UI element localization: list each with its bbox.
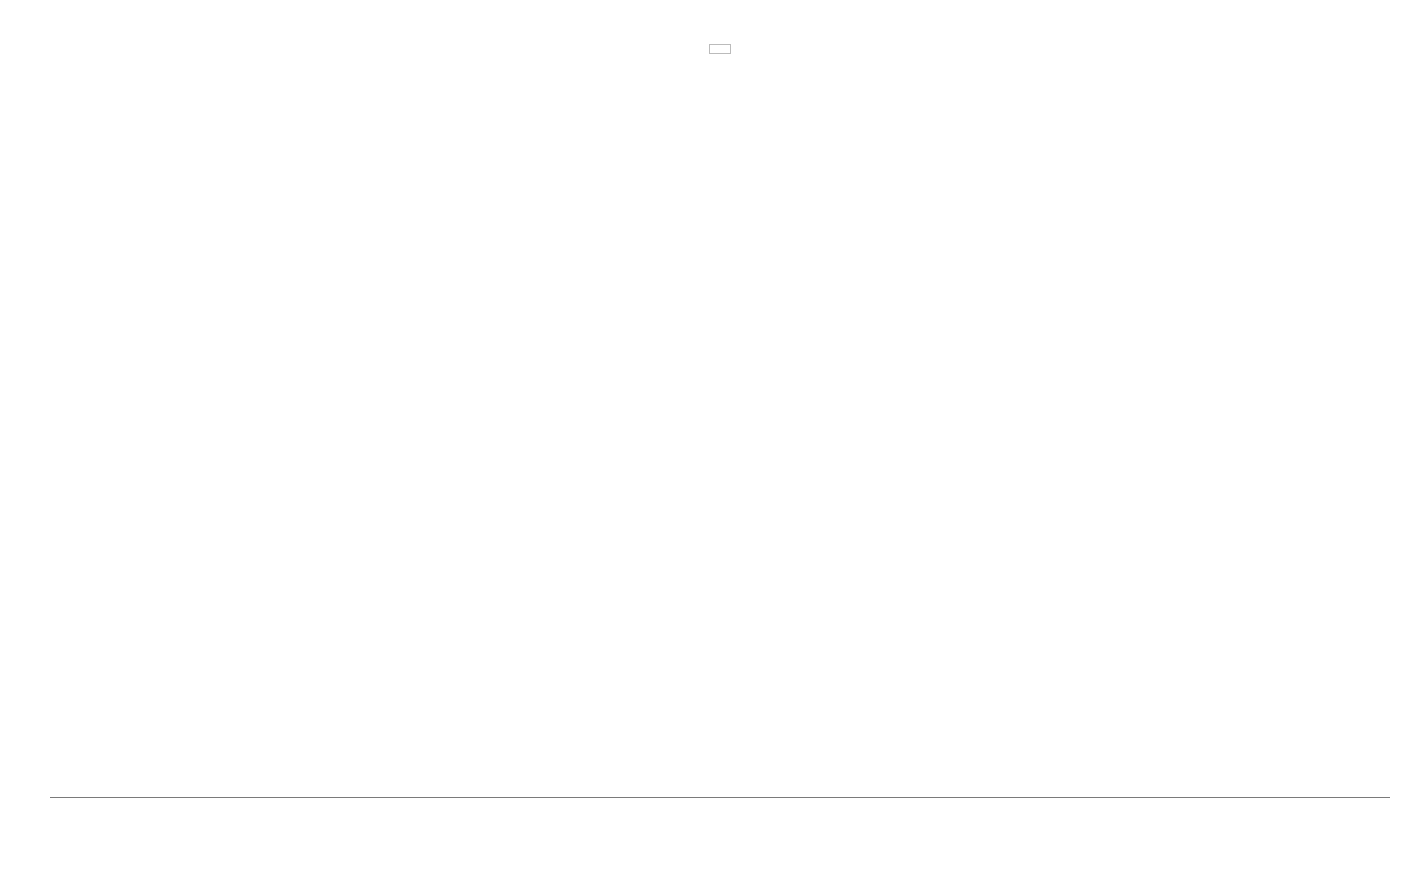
plot-area bbox=[50, 40, 1390, 798]
chart-container bbox=[0, 32, 1406, 862]
plot-inner bbox=[50, 40, 1390, 797]
chart-header bbox=[0, 0, 1406, 32]
correlation-legend bbox=[709, 44, 731, 54]
